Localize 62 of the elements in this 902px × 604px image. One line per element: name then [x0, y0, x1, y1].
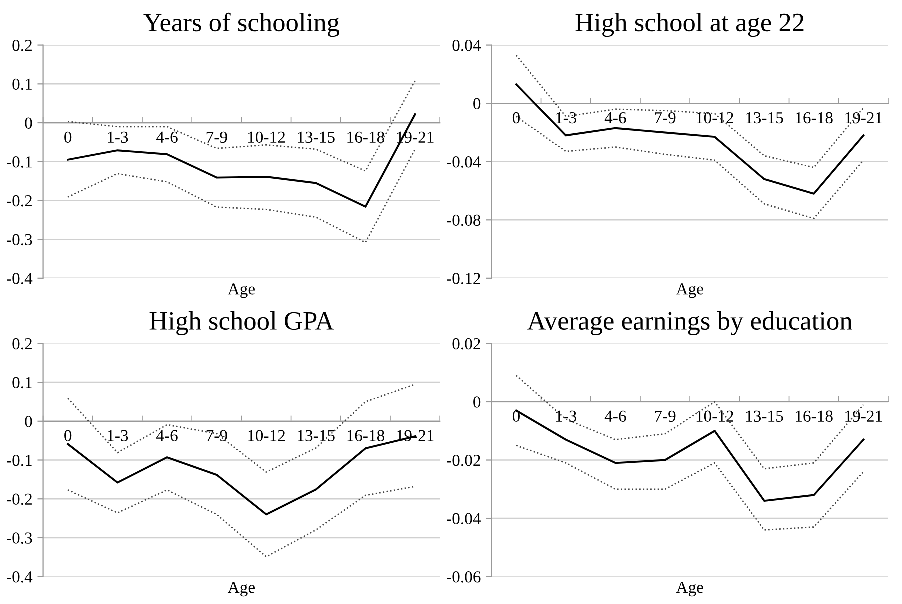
x-tick-label: 13-15 — [746, 410, 784, 422]
x-tick-label: 13-15 — [298, 132, 335, 144]
x-tick-label: 10-12 — [248, 132, 286, 144]
line-series — [516, 444, 864, 531]
x-tick-label: 0 — [512, 112, 520, 124]
y-tick-label: -0.4 — [7, 572, 33, 583]
y-tick-label: 0 — [474, 396, 481, 408]
x-tick-label: 0 — [64, 132, 72, 144]
y-tick-label: -0.3 — [7, 532, 32, 544]
x-tick-label: 13-15 — [746, 112, 784, 124]
x-tick-label: 16-18 — [348, 132, 384, 144]
y-tick-label: 0.1 — [12, 377, 32, 389]
y-tick-label: 0.2 — [12, 40, 32, 52]
x-tick-label: 16-18 — [796, 112, 833, 124]
y-tick-label: 0.2 — [12, 338, 32, 350]
y-tick-label: -0.3 — [7, 234, 32, 246]
y-tick-label: -0.08 — [447, 214, 481, 226]
x-tick-label: 16-18 — [796, 410, 833, 422]
y-tick-label: 0 — [474, 98, 481, 110]
y-tick-label: -0.1 — [7, 156, 32, 168]
x-tick-label: 10-12 — [696, 112, 734, 124]
x-tick-label: 4-6 — [604, 410, 626, 422]
y-tick-label: 0.02 — [452, 338, 480, 350]
y-tick-label: -0.1 — [7, 454, 32, 466]
x-tick-label: 0 — [64, 430, 72, 442]
x-tick-label: 4-6 — [156, 132, 178, 144]
y-tick-label: -0.06 — [447, 572, 481, 583]
x-tick-label: 7-9 — [206, 132, 228, 144]
chart-title: Years of schooling — [144, 12, 340, 38]
x-tick-label: 19-21 — [846, 112, 882, 124]
y-tick-label: -0.12 — [447, 273, 480, 284]
x-tick-label: 1-3 — [108, 132, 128, 144]
x-tick-label: 1-3 — [556, 410, 577, 422]
x-tick-label: 7-9 — [655, 410, 676, 422]
y-tick-label: -0.02 — [447, 454, 480, 466]
x-tick-label: 19-21 — [846, 410, 882, 422]
x-axis-title: Age — [228, 582, 255, 597]
y-tick-label: -0.2 — [7, 195, 32, 207]
chart-title: High school GPA — [150, 311, 334, 336]
y-tick-label: 0.1 — [12, 78, 32, 90]
x-tick-label: 4-6 — [604, 112, 626, 124]
x-axis-title: Age — [676, 284, 704, 298]
x-tick-label: 10-12 — [248, 430, 286, 442]
x-tick-label: 4-6 — [156, 430, 178, 442]
y-tick-label: 0.04 — [452, 40, 481, 52]
y-tick-label: -0.4 — [7, 273, 33, 284]
x-axis-title: Age — [676, 582, 704, 597]
y-tick-label: -0.04 — [447, 156, 481, 168]
y-tick-label: -0.2 — [7, 494, 32, 506]
x-tick-label: 7-9 — [206, 430, 228, 442]
line-series — [67, 148, 416, 244]
x-tick-label: 13-15 — [298, 430, 335, 442]
line-series — [67, 486, 416, 558]
x-tick-label: 7-9 — [655, 112, 676, 124]
x-tick-label: 16-18 — [348, 430, 384, 442]
x-tick-label: 1-3 — [556, 112, 577, 124]
chart-title: Average earnings by education — [528, 311, 852, 336]
y-tick-label: -0.04 — [447, 513, 481, 525]
x-tick-label: 10-12 — [696, 410, 734, 422]
x-tick-label: 1-3 — [108, 430, 128, 442]
chart-title: High school at age 22 — [576, 13, 804, 38]
x-axis-title: Age — [228, 284, 255, 298]
